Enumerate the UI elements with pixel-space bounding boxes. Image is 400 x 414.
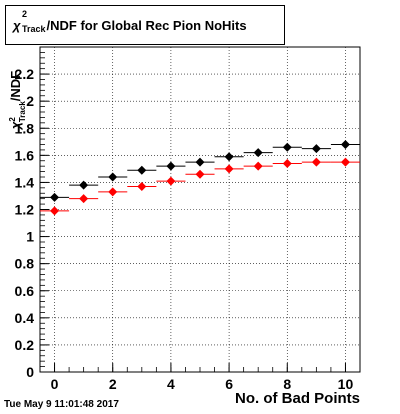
- y-tick-label: 2.2: [15, 66, 35, 82]
- data-point: [137, 165, 147, 175]
- y-tick-label: 1: [26, 229, 34, 245]
- chart-title-text: /NDF for Global Rec Pion NoHits: [46, 17, 247, 33]
- data-point: [108, 187, 118, 197]
- y-tick-label: 1.8: [15, 120, 35, 136]
- y-tick-label: 0.6: [15, 283, 35, 299]
- series-0: [40, 140, 360, 202]
- data-point: [79, 194, 89, 204]
- data-point: [253, 161, 263, 171]
- data-point: [108, 172, 118, 182]
- y-tick-label: 0.4: [15, 310, 35, 326]
- data-point: [282, 158, 292, 168]
- data-point: [224, 164, 234, 174]
- data-point: [340, 140, 350, 149]
- y-tick-label: 0.2: [15, 337, 35, 353]
- y-tick-labels: 0 0.2 0.4 0.6 0.8 1 1.2 1.4 1.6 1.8 2 2.2: [15, 66, 35, 380]
- data-point: [195, 169, 205, 179]
- y-tick-label: 0.8: [15, 256, 35, 272]
- data-point: [340, 157, 350, 167]
- data-point: [311, 144, 321, 154]
- x-tick-label: 2: [109, 376, 117, 392]
- x-tick-label: 6: [225, 376, 233, 392]
- x-tick-label: 4: [167, 376, 175, 392]
- y-tick-label: 1.2: [15, 202, 35, 218]
- data-point: [137, 181, 147, 191]
- x-tick-labels: 0 2 4 6 8 10: [51, 376, 354, 392]
- data-series: [40, 140, 360, 216]
- axis-ticks: [39, 46, 361, 373]
- y-tick-label: 1.6: [15, 147, 35, 163]
- x-tick-label: 10: [338, 376, 354, 392]
- y-tick-label: 2: [26, 93, 34, 109]
- y-axis-title: χ2Track/NDF: [8, 71, 27, 131]
- chi-symbol: χ 2 Track: [13, 8, 46, 34]
- data-point: [79, 180, 89, 190]
- y-tick-label: 0: [26, 364, 34, 380]
- data-point: [50, 206, 60, 216]
- data-point: [282, 142, 292, 152]
- footer-date: Tue May 9 11:01:48 2017: [4, 399, 119, 410]
- data-point: [311, 157, 321, 167]
- data-point: [166, 161, 176, 171]
- data-point: [195, 157, 205, 167]
- y-tick-label: 1.4: [15, 174, 35, 190]
- chart-title: χ 2 Track /NDF for Global Rec Pion NoHits: [5, 5, 285, 45]
- svg-text:χ2Track/NDF: χ2Track/NDF: [8, 71, 27, 131]
- series-1: [40, 157, 360, 216]
- data-point: [253, 148, 263, 158]
- x-tick-label: 8: [283, 376, 291, 392]
- data-point: [166, 176, 176, 186]
- data-point: [50, 192, 60, 202]
- x-axis-title: No. of Bad Points: [235, 390, 360, 407]
- grid-lines: [40, 47, 360, 372]
- data-point: [224, 152, 234, 162]
- x-tick-label: 0: [51, 376, 59, 392]
